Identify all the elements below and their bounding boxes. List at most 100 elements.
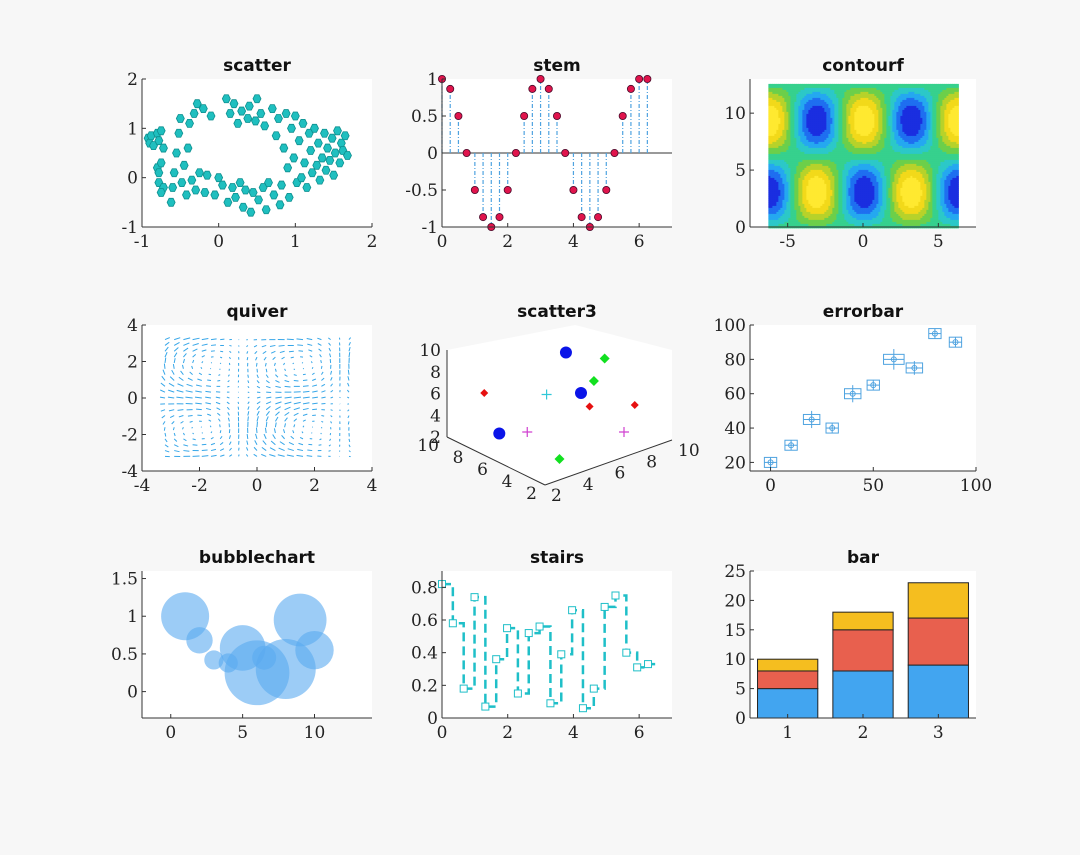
contour-cell <box>782 123 785 127</box>
contour-cell <box>868 123 871 127</box>
contour-cell <box>900 135 903 139</box>
scatter-point <box>269 190 279 200</box>
contour-cell <box>828 123 831 127</box>
contour-cell <box>898 87 901 91</box>
contour-cell <box>794 177 797 181</box>
contour-cell <box>846 149 849 153</box>
contour-cell <box>782 117 785 121</box>
contour-cell <box>898 153 901 157</box>
contour-cell <box>832 187 835 191</box>
contour-cell <box>824 87 827 91</box>
contour-cell <box>776 137 779 141</box>
contour-cell <box>864 109 867 113</box>
contour-cell <box>782 145 785 149</box>
contour-cell <box>868 129 871 133</box>
contour-cell <box>864 113 867 117</box>
contour-cell <box>858 195 861 199</box>
contour-cell <box>834 223 837 227</box>
contour-cell <box>894 111 897 115</box>
contour-cell <box>850 167 853 171</box>
contour-cell <box>844 155 847 159</box>
contour-cell <box>846 89 849 93</box>
contour-cell <box>788 85 791 89</box>
contour-cell <box>780 101 783 105</box>
contour-cell <box>864 191 867 195</box>
contour-cell <box>896 201 899 205</box>
contour-cell <box>838 145 841 149</box>
contour-cell <box>848 109 851 113</box>
contour-cell <box>882 221 885 225</box>
contour-cell <box>896 207 899 211</box>
contour-cell <box>782 193 785 197</box>
contour-cell <box>824 169 827 173</box>
contour-cell <box>792 107 795 111</box>
contour-cell <box>884 201 887 205</box>
contour-cell <box>878 177 881 181</box>
contour-cell <box>838 115 841 119</box>
contour-cell <box>776 101 779 105</box>
contour-cell <box>856 201 859 205</box>
scatter-point <box>297 173 306 183</box>
contour-cell <box>882 195 885 199</box>
contour-cell <box>804 171 807 175</box>
contour-cell <box>834 177 837 181</box>
contour-cell <box>890 159 893 163</box>
contour-cell <box>872 113 875 117</box>
contour-cell <box>806 135 809 139</box>
contour-cell <box>812 169 815 173</box>
contour-cell <box>852 139 855 143</box>
contour-cell <box>784 145 787 149</box>
contour-cell <box>830 137 833 141</box>
contour-cell <box>852 171 855 175</box>
contour-cell <box>856 99 859 103</box>
contour-cell <box>836 105 839 109</box>
contour-cell <box>776 141 779 145</box>
contour-cell <box>798 131 801 135</box>
contour-cell <box>842 187 845 191</box>
contour-cell <box>854 221 857 225</box>
contour-cell <box>864 177 867 181</box>
contour-cell <box>830 123 833 127</box>
contour-cell <box>798 119 801 123</box>
contour-cell <box>780 113 783 117</box>
contour-cell <box>798 111 801 115</box>
contour-cell <box>802 149 805 153</box>
contour-cell <box>856 135 859 139</box>
contour-cell <box>838 131 841 135</box>
contour-cell <box>782 95 785 99</box>
contour-cell <box>872 115 875 119</box>
contour-cell <box>852 85 855 89</box>
contour-cell <box>798 181 801 185</box>
contour-cell <box>800 143 803 147</box>
contour-cell <box>792 157 795 161</box>
contour-cell <box>814 113 817 117</box>
scatter-point <box>343 151 352 160</box>
contour-cell <box>890 153 893 157</box>
contour-cell <box>842 147 845 151</box>
scatter-point <box>271 131 281 141</box>
contour-cell <box>892 111 895 115</box>
contour-cell <box>884 115 887 119</box>
contour-cell <box>770 159 773 163</box>
contour-cell <box>862 201 865 205</box>
contour-cell <box>792 111 795 115</box>
contour-cell <box>884 155 887 159</box>
contour-cell <box>886 221 889 225</box>
contour-cell <box>792 147 795 151</box>
contour-cell <box>806 99 809 103</box>
contour-cell <box>806 91 809 95</box>
scatter-point <box>256 109 266 118</box>
contour-cell <box>794 199 797 203</box>
contour-cell <box>866 199 869 203</box>
scatter-point <box>260 121 270 131</box>
contour-cell <box>834 165 837 169</box>
contour-cell <box>838 221 841 225</box>
contour-cell <box>806 155 809 159</box>
contour-cell <box>892 173 895 177</box>
contour-cell <box>798 147 801 151</box>
contour-cell <box>854 143 857 147</box>
contour-cell <box>900 167 903 171</box>
contour-cell <box>840 183 843 187</box>
contour-cell <box>800 103 803 107</box>
contour-cell <box>876 199 879 203</box>
